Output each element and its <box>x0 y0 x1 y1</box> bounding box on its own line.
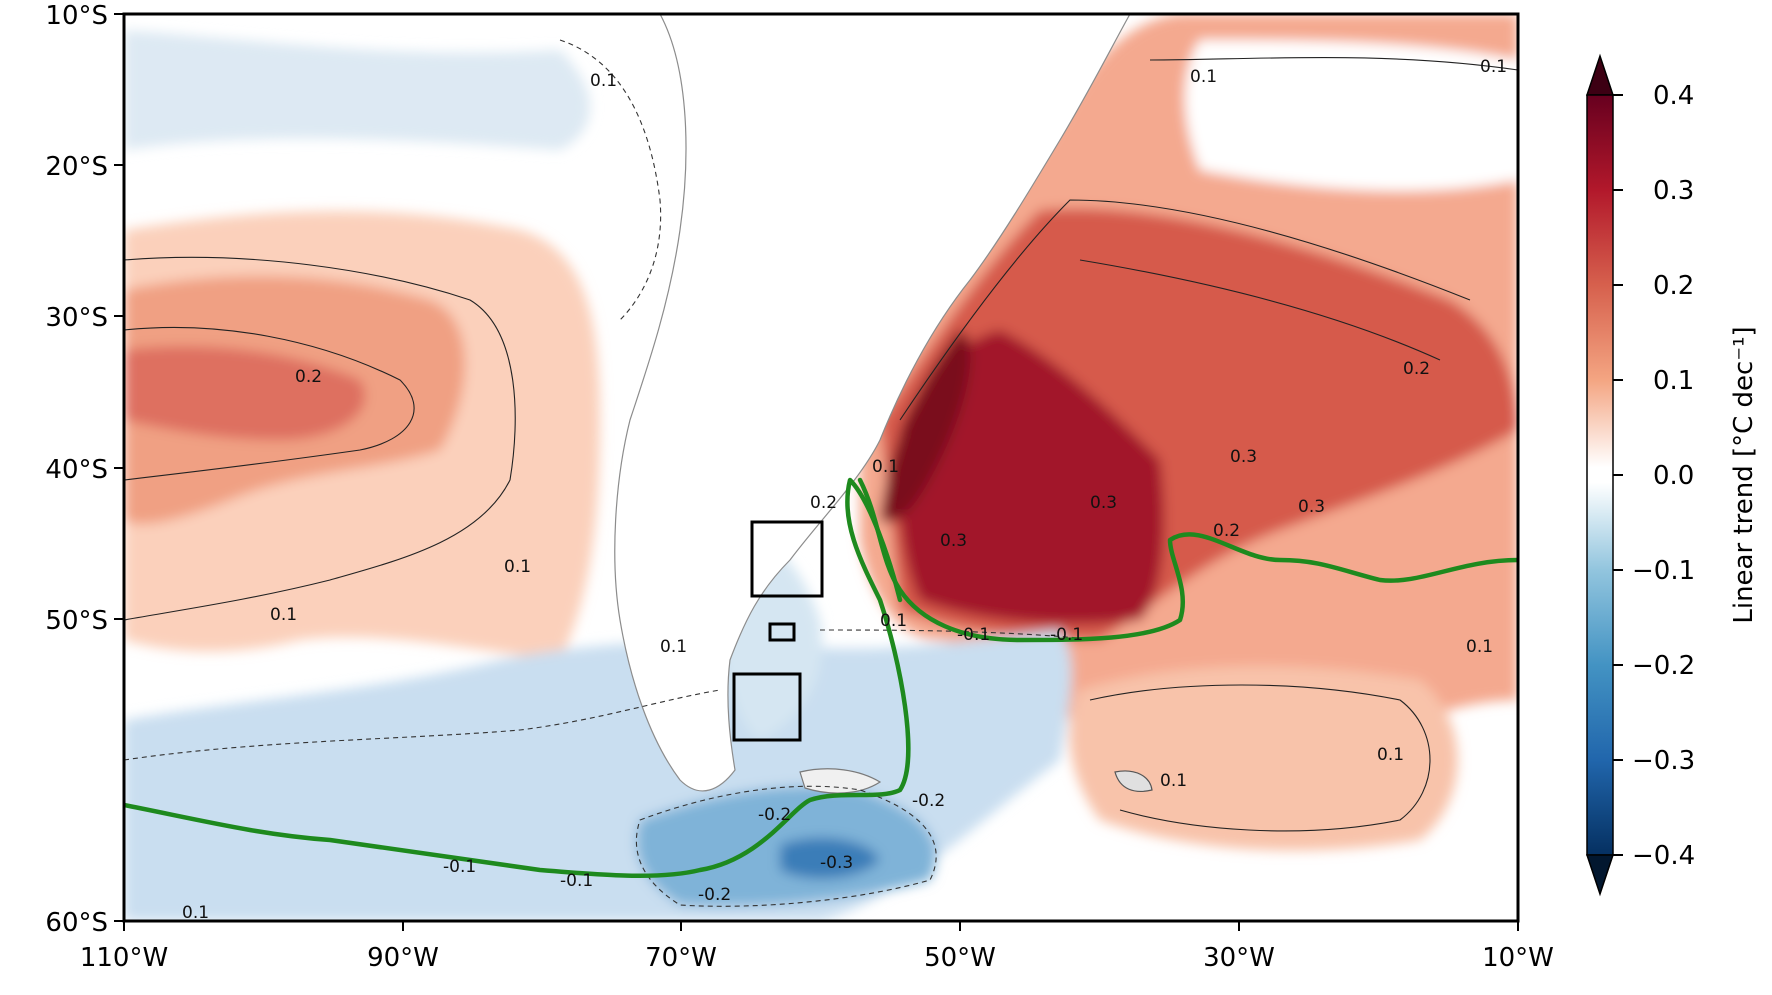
study-box-south <box>732 672 802 742</box>
contour-label: 0.2 <box>1213 521 1240 541</box>
contour-label: 0.3 <box>1090 493 1117 513</box>
contour-label: 0.1 <box>1190 67 1217 87</box>
contour-line-negative <box>819 629 1101 641</box>
contour-label: 0.1 <box>660 637 687 657</box>
study-box-middle <box>768 622 796 642</box>
drake-passage-core <box>780 837 880 879</box>
lon-tick-label: 70°W <box>645 943 717 973</box>
colorbar: 0.4 0.3 0.2 0.1 0.0 −0.1 −0.2 −0.3 −0.4 … <box>1585 53 1759 897</box>
contour-label: -0.1 <box>1050 625 1083 645</box>
lat-tick-label: 20°S <box>45 152 108 182</box>
colorbar-tick-label: −0.1 <box>1632 556 1695 586</box>
contour-label: 0.1 <box>590 71 617 91</box>
contour-label: 0.2 <box>1403 359 1430 379</box>
longitude-labels: 110°W 90°W 70°W 50°W 30°W 10°W <box>80 943 1554 973</box>
contour-line <box>1079 259 1441 361</box>
polar-front-line <box>124 477 911 878</box>
contour-label: 0.1 <box>1480 57 1507 77</box>
map-panel: 0.1 0.1 0.1 0.1 0.1 0.2 0.2 0.2 0.3 0.3 … <box>124 14 1518 923</box>
contour-line <box>1089 684 1431 832</box>
pacific-warm-peak <box>124 346 366 440</box>
contour-label: 0.1 <box>1466 637 1493 657</box>
contour-label: 0.1 <box>504 557 531 577</box>
colorbar-tick-labels: 0.4 0.3 0.2 0.1 0.0 −0.1 −0.2 −0.3 −0.4 <box>1632 81 1695 871</box>
pacific-north-cool <box>124 30 590 150</box>
contour-label: 0.2 <box>295 367 322 387</box>
lon-tick-label: 50°W <box>924 943 996 973</box>
contour-label: 0.1 <box>182 903 209 923</box>
contour-line <box>124 256 516 621</box>
contour-label: 0.3 <box>940 531 967 551</box>
contour-label: 0.1 <box>270 605 297 625</box>
contour-label: -0.2 <box>758 805 791 825</box>
colorbar-bottom-extension <box>1585 854 1615 897</box>
contour-line-negative <box>124 689 721 761</box>
sst-trend-field <box>124 14 1518 921</box>
colorbar-title: Linear trend [°C dec⁻¹] <box>1729 326 1759 623</box>
contour-line-negative <box>635 785 937 907</box>
contour-lines <box>124 56 1518 832</box>
contour-label: 0.2 <box>810 493 837 513</box>
colorbar-body <box>1586 94 1614 856</box>
contour-line-negative <box>559 39 662 321</box>
colorbar-tick-label: 0.0 <box>1653 461 1694 491</box>
study-box-north <box>750 520 824 598</box>
se-atlantic-warm <box>1069 666 1458 851</box>
contour-label: 0.3 <box>1298 497 1325 517</box>
colorbar-ticks <box>1613 94 1623 856</box>
colorbar-tick-label: 0.3 <box>1653 176 1694 206</box>
contour-line <box>124 326 415 481</box>
oceanic-fronts <box>124 477 1518 878</box>
subtropical-front-line <box>857 477 1518 643</box>
longitude-axis <box>123 921 1519 931</box>
lat-tick-label: 50°S <box>45 606 108 636</box>
contour-label: -0.1 <box>443 857 476 877</box>
atlantic-north-cool <box>1185 40 1518 191</box>
lat-tick-label: 30°S <box>45 303 108 333</box>
south-america-landmass <box>560 14 1131 792</box>
contour-label: 0.3 <box>1230 447 1257 467</box>
contour-label: -0.1 <box>560 871 593 891</box>
colorbar-tick-label: 0.1 <box>1653 366 1694 396</box>
colorbar-tick-label: −0.3 <box>1632 746 1695 776</box>
contour-label: 0.1 <box>880 611 907 631</box>
lon-tick-label: 10°W <box>1482 943 1554 973</box>
colorbar-top-extension <box>1585 53 1615 96</box>
colorbar-tick-label: 0.2 <box>1653 271 1694 301</box>
contour-line <box>899 199 1471 421</box>
contour-label: -0.3 <box>820 853 853 873</box>
atlantic-warm-peak <box>898 330 1164 624</box>
lat-tick-label: 60°S <box>45 908 108 938</box>
contour-label-group: 0.1 0.1 0.1 0.1 0.1 0.2 0.2 0.2 0.3 0.3 … <box>182 57 1507 923</box>
lon-tick-label: 30°W <box>1203 943 1275 973</box>
lat-tick-label: 40°S <box>45 455 108 485</box>
colorbar-tick-label: −0.2 <box>1632 651 1695 681</box>
contour-label: 0.1 <box>1160 771 1187 791</box>
falkland-islands <box>799 768 882 794</box>
study-boxes <box>732 520 824 742</box>
contour-label: 0.1 <box>872 457 899 477</box>
lon-tick-label: 110°W <box>80 943 168 973</box>
contour-label: -0.2 <box>912 791 945 811</box>
latitude-axis <box>114 13 124 922</box>
contour-lines-negative <box>124 39 1101 907</box>
colorbar-tick-label: −0.4 <box>1632 841 1695 871</box>
contour-label: -0.2 <box>698 885 731 905</box>
contour-label: 0.1 <box>1377 745 1404 765</box>
contour-line <box>1149 56 1518 71</box>
south-georgia <box>1114 770 1153 793</box>
latitude-labels: 10°S 20°S 30°S 40°S 50°S 60°S <box>45 1 108 938</box>
colorbar-tick-label: 0.4 <box>1653 81 1694 111</box>
lon-tick-label: 90°W <box>367 943 439 973</box>
lat-tick-label: 10°S <box>45 1 108 31</box>
brazil-current-peak <box>880 330 971 522</box>
contour-label: -0.1 <box>957 625 990 645</box>
